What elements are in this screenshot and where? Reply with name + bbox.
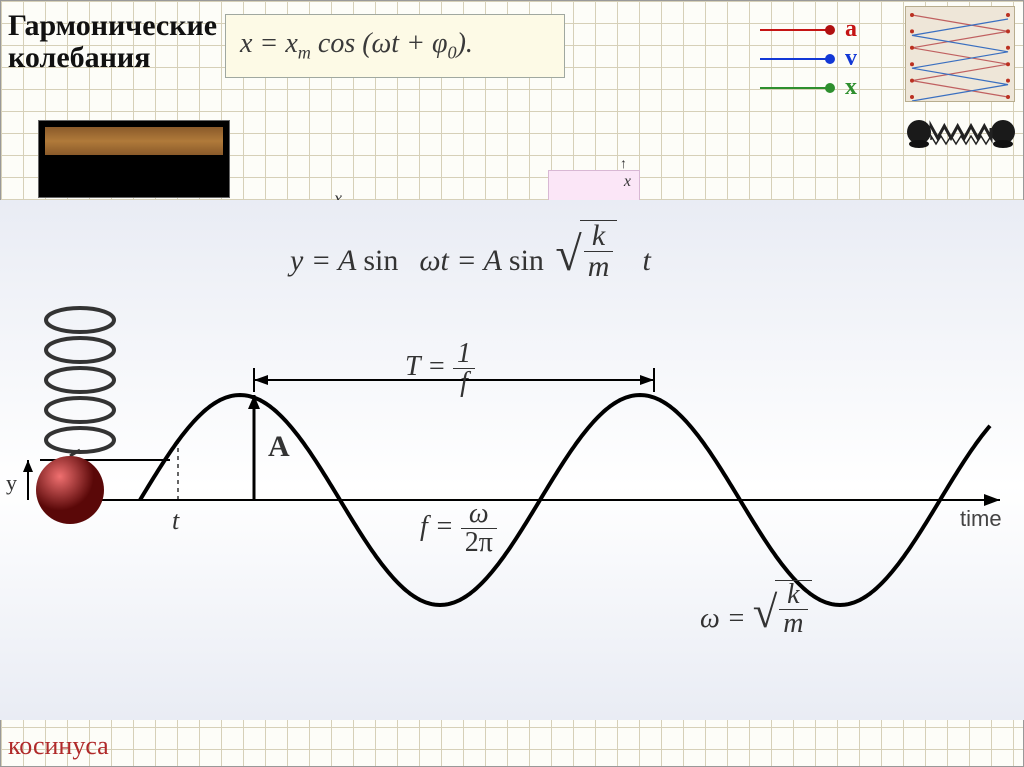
phasor-diagram xyxy=(905,6,1015,102)
pink-arrow-up: ↑ xyxy=(620,157,627,173)
pink-label-x: x xyxy=(624,173,631,191)
legend-label: x xyxy=(845,74,857,101)
eq-y-A1: A xyxy=(338,244,356,277)
eq-period: T = 1 f xyxy=(405,340,475,397)
axis-time-label: time xyxy=(960,506,1002,532)
eq-y-sin2: sin xyxy=(509,244,544,277)
legend-row-x: x xyxy=(760,74,857,101)
sine-panel: y = A sin ωt = A sin √ k m t xyxy=(0,200,1024,720)
eq-y-k: k xyxy=(584,221,614,252)
legend-dot xyxy=(825,25,835,35)
vibration-table-image xyxy=(38,120,230,198)
eq-y-y: y xyxy=(290,244,303,277)
formula-cos: x = xm cos (ωt + φ0). xyxy=(225,14,565,78)
legend-row-a: a xyxy=(760,16,857,43)
legend-row-v: v xyxy=(760,45,857,72)
eq-f-2pi: 2π xyxy=(461,529,497,557)
legend-dot xyxy=(825,83,835,93)
legend-line xyxy=(760,58,830,60)
eq-y: y = A sin ωt = A sin √ k m t xyxy=(290,220,651,282)
eq-f-omega: ω xyxy=(461,500,497,529)
eq-T-1: 1 xyxy=(453,340,475,369)
eq-w-k: k xyxy=(779,581,807,610)
legend-label: v xyxy=(845,45,857,72)
phasor-svg xyxy=(906,7,1014,101)
legend-line xyxy=(760,29,830,31)
eq-T-T: T xyxy=(405,351,420,382)
eq-y-A2: A xyxy=(484,244,502,277)
eq-frequency: f = ω 2π xyxy=(420,500,497,557)
eq-w-omega: ω xyxy=(700,603,720,634)
formula-cos-text: x = xm cos (ωt + φ0). xyxy=(240,28,473,64)
sine-wave xyxy=(0,300,1024,700)
eq-f-f: f xyxy=(420,511,428,542)
page-title: Гармонические колебания xyxy=(8,10,217,73)
eq-w-m: m xyxy=(779,610,807,638)
legend-dot xyxy=(825,54,835,64)
eq-y-m: m xyxy=(584,252,614,282)
spring-mass-svg xyxy=(905,110,1015,170)
marker-t-label: t xyxy=(172,506,179,536)
marker-A-label: A xyxy=(268,430,290,464)
eq-y-sin1: sin xyxy=(363,244,398,277)
legend-label: a xyxy=(845,16,857,43)
eq-y-t1: t xyxy=(441,244,449,277)
spring-pendulum xyxy=(0,200,150,600)
eq-omega: ω = √ k m xyxy=(700,580,812,638)
spring-mass-horizontal xyxy=(905,110,1015,170)
eq-y-omega: ω xyxy=(419,244,440,277)
pink-label-box: x ↑ xyxy=(548,170,640,202)
footer-word: косинуса xyxy=(8,731,109,761)
eq-y-t2: t xyxy=(642,244,650,277)
legend-line xyxy=(760,87,830,89)
eq-T-f: f xyxy=(453,369,475,397)
legend: avx xyxy=(760,14,857,103)
